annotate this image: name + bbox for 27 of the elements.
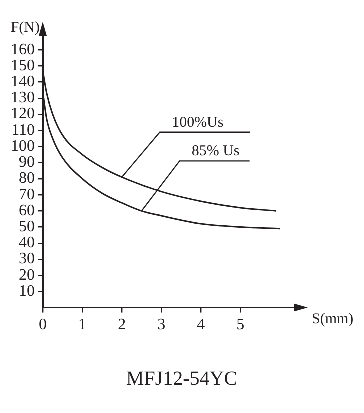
y-tick-label: 90	[19, 154, 35, 172]
annotation: 100%Us	[172, 114, 224, 131]
x-axis-title: S(mm)	[312, 312, 354, 328]
x-tick-label: 3	[158, 316, 166, 334]
y-tick-label: 40	[19, 234, 35, 252]
y-tick-label: 160	[11, 41, 35, 58]
y-tick-label: 120	[11, 106, 35, 123]
y-tick-label: 70	[19, 186, 35, 204]
x-tick-label: 2	[118, 316, 126, 334]
x-tick-label: 0	[39, 316, 47, 334]
text: MFJ12-54YC	[125, 368, 239, 391]
y-tick-label: 50	[19, 218, 35, 236]
y-tick-label: 100	[11, 138, 35, 155]
y-axis-title: F(N)	[10, 20, 40, 36]
y-tick-label: 150	[11, 57, 35, 74]
y-tick-label: 30	[19, 250, 35, 268]
y-tick-label: 140	[11, 74, 35, 91]
y-tick-label: 20	[19, 266, 35, 284]
y-tick-label: 110	[12, 122, 35, 139]
y-tick-label: 130	[11, 90, 35, 107]
x-tick-label: 4	[197, 316, 206, 334]
y-tick-label: 60	[19, 202, 35, 220]
x-tick-label: 5	[236, 316, 245, 334]
x-tick-label: 1	[78, 316, 87, 334]
annotation: 85% Us	[192, 144, 240, 160]
y-tick-label: 10	[19, 282, 35, 300]
y-tick-label: 80	[19, 170, 35, 188]
